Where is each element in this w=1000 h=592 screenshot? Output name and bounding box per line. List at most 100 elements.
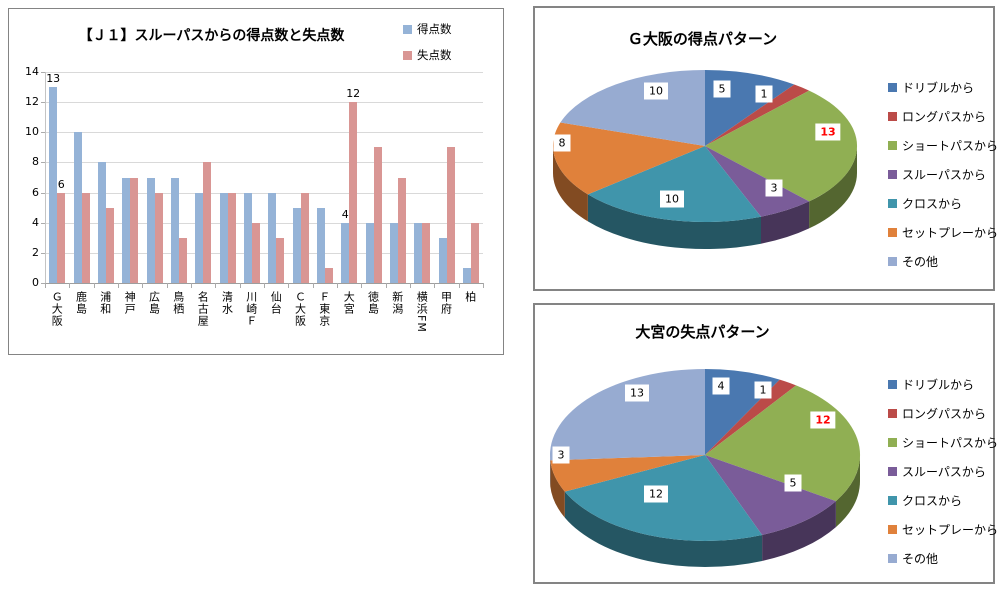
pie-3d-graphic	[552, 69, 858, 250]
legend-label: スルーパスから	[902, 168, 986, 182]
legend-item: クロスから	[888, 492, 998, 509]
y-tick	[41, 132, 45, 134]
bar-data-label: 4	[341, 207, 349, 221]
x-tick	[45, 283, 46, 288]
bar	[446, 147, 455, 283]
gridline	[45, 192, 483, 194]
bar-chart-plot-area: 0 2 4 6 8 10 12 14 Ｇ大阪 鹿島 浦和 神戸 広島 鳥栖 名古屋 清水 川崎Ｆ 仙台 Ｃ大阪 Ｆ東京…	[9, 9, 503, 354]
legend-label: ショートパスから	[902, 139, 999, 153]
x-tick	[69, 283, 71, 288]
x-category-label: 清水	[220, 291, 234, 315]
bar	[73, 132, 82, 283]
pie-data-label: 12	[810, 411, 836, 429]
legend-item: ショートパスから	[888, 137, 998, 154]
pie-slice	[552, 122, 705, 195]
x-tick	[337, 283, 338, 288]
legend-swatch	[888, 467, 897, 476]
x-tick	[191, 283, 192, 288]
bar	[276, 237, 285, 283]
bar	[292, 207, 301, 283]
bar	[389, 222, 398, 283]
y-axis-label: 8	[32, 155, 39, 169]
x-category-label: Ｆ東京	[317, 291, 331, 327]
pie-slice	[705, 455, 836, 535]
pie2-plot-area: 4 1 12 5 12 3 13	[535, 305, 993, 582]
bar	[105, 207, 114, 283]
gridline	[45, 222, 483, 224]
pie-slice-side	[761, 201, 810, 244]
legend-swatch	[888, 257, 897, 266]
legend-label: 失点数	[417, 48, 452, 62]
x-category-label: 神戸	[123, 291, 137, 315]
gridline	[45, 252, 483, 254]
legend-item: ロングパスから	[888, 405, 998, 422]
bar	[195, 192, 204, 283]
pie1-title: Ｇ大阪の得点パターン	[627, 30, 778, 48]
bar	[349, 102, 358, 283]
legend-item: クロスから	[888, 195, 998, 212]
x-tick	[458, 283, 460, 288]
bar	[316, 207, 325, 283]
pie-slice	[705, 379, 797, 455]
legend-swatch	[403, 24, 412, 34]
pie-slice-side	[550, 460, 565, 518]
bar	[251, 222, 260, 283]
bar	[397, 177, 406, 283]
y-tick	[41, 192, 45, 194]
pie-slice-side	[564, 491, 763, 568]
x-tick	[434, 283, 436, 288]
bar	[462, 267, 471, 283]
y-axis-label: 2	[32, 245, 39, 259]
pie-slice-side	[587, 194, 761, 250]
pie1-plot-area: 5 1 13 3 10 8 10	[535, 8, 993, 289]
pie-data-label: 13	[815, 123, 841, 141]
y-tick	[41, 252, 45, 254]
legend-swatch	[403, 50, 412, 60]
legend-item: ショートパスから	[888, 434, 998, 451]
pie-data-label: 3	[552, 446, 570, 464]
legend-item: その他	[888, 550, 998, 567]
bar	[300, 192, 309, 283]
x-category-label: 仙台	[269, 291, 283, 315]
bar	[57, 192, 66, 283]
pie-chart-panel-omiya: 大宮の失点パターン 4 1 12 5 12 3 13 ドリブルから ロングパスから ショートパス…	[533, 303, 998, 584]
y-tick	[41, 102, 45, 104]
legend-item: セットプレーから	[888, 224, 998, 241]
legend-label: ロングパスから	[902, 110, 987, 124]
x-tick	[264, 283, 265, 288]
legend-swatch	[888, 438, 897, 447]
pie-slice-side	[762, 501, 836, 561]
bar	[130, 177, 139, 283]
bar	[178, 237, 187, 283]
bar	[227, 192, 236, 283]
legend-swatch	[888, 112, 897, 121]
y-axis-label: 0	[32, 276, 39, 289]
x-tick	[166, 283, 168, 288]
legend-label: クロスから	[902, 494, 963, 508]
bar	[422, 222, 431, 283]
legend-label: クロスから	[902, 197, 963, 211]
gridline	[45, 102, 483, 104]
bar	[219, 192, 228, 283]
x-category-label: Ｃ大阪	[293, 291, 307, 327]
y-axis-line	[45, 72, 46, 283]
legend-item: セットプレーから	[888, 521, 998, 538]
legend-item: 得点数	[403, 21, 452, 37]
pie-slice-side	[553, 146, 588, 222]
pie-slice-side	[835, 455, 860, 528]
pie-data-label: 10	[660, 190, 684, 208]
legend-item: ドリブルから	[888, 79, 998, 96]
bar-chart-legend: 得点数失点数	[403, 21, 452, 73]
pie-slice	[549, 369, 705, 461]
bar	[49, 87, 58, 283]
legend-label: ドリブルから	[902, 378, 975, 392]
pie-data-label: 12	[644, 485, 668, 503]
bar-data-label: 6	[57, 177, 65, 191]
gridline	[45, 72, 483, 73]
pie-slice	[550, 455, 705, 492]
legend-label: ロングパスから	[902, 407, 987, 421]
y-tick	[41, 222, 45, 224]
pie-slice	[705, 146, 810, 217]
x-tick	[312, 283, 314, 288]
legend-swatch	[888, 554, 897, 563]
